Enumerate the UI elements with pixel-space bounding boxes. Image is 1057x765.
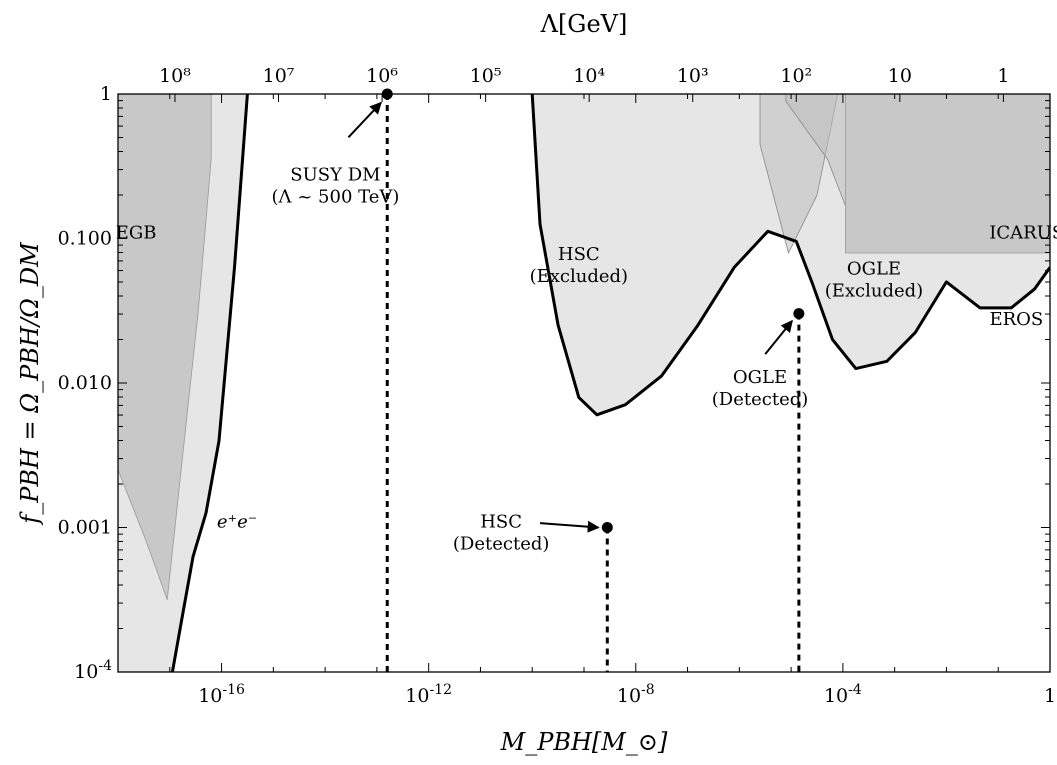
- y-tick-label: 0.001: [58, 517, 112, 539]
- bound-e-e-: [170, 94, 249, 672]
- x-tick-label: 10-16: [198, 682, 245, 707]
- top-tick-label: 1: [997, 65, 1009, 87]
- annotation-ogle-det: OGLE (Detected): [712, 367, 809, 410]
- annotation-ee: e⁺e⁻: [217, 512, 257, 533]
- annotation-susy: SUSY DM (Λ ~ 500 TeV): [272, 165, 400, 208]
- bound-hsc-excluded-: [530, 94, 1050, 417]
- annotation-hsc-det: HSC (Detected): [453, 512, 550, 555]
- point-hsc-detected-: [601, 522, 613, 533]
- top-tick-label: 10⁶: [366, 65, 398, 87]
- x-tick-label: 10-4: [824, 682, 862, 707]
- annotation-icarus: ICARUS: [989, 223, 1057, 244]
- arrow-ogle: [764, 319, 793, 355]
- annotation-ogle-excl: OGLE (Excluded): [825, 259, 923, 302]
- annotation-hsc-excl: HSC (Excluded): [530, 244, 628, 287]
- x-axis-label: M_PBH[M_⊙]: [500, 728, 668, 756]
- region-icarus: [845, 94, 1050, 254]
- annotation-eros: EROS: [989, 309, 1043, 330]
- annotation-egb: EGB: [116, 223, 157, 244]
- y-tick-label: 1: [100, 83, 112, 105]
- x-tick-label: 1: [1044, 685, 1056, 707]
- constraint-regions: [118, 94, 1050, 672]
- top-tick-label: 10⁸: [159, 65, 191, 87]
- top-tick-label: 10: [888, 65, 912, 87]
- y-axis-label: f_PBH = Ω_PBH/Ω_DM: [16, 241, 44, 526]
- top-tick-label: 10⁴: [573, 65, 605, 87]
- y-tick-label: 0.010: [58, 372, 112, 394]
- point-ogle-detected-: [793, 308, 805, 320]
- top-tick-label: 10³: [677, 65, 709, 87]
- top-axis-label: Λ[GeV]: [540, 10, 628, 38]
- top-tick-label: 10⁵: [470, 65, 502, 87]
- y-tick-label: 0.100: [58, 228, 112, 250]
- x-tick-label: 10-12: [405, 682, 452, 707]
- y-tick-label: 10-4: [74, 658, 112, 683]
- top-tick-label: 10⁷: [263, 65, 295, 87]
- annotations: EGB e⁺e⁻ SUSY DM (Λ ~ 500 TeV) HSC (Excluded)…: [116, 165, 1057, 555]
- ticks: 10-16 10-12 10-8 10-4 1 1 0.100 0.010 0.001 10-4 1…: [58, 65, 1056, 707]
- region-egb: [118, 94, 212, 600]
- point-guides: [347, 94, 801, 672]
- arrow-hsc: [539, 520, 600, 533]
- arrow-susy: [347, 101, 382, 139]
- top-tick-label: 10²: [780, 65, 812, 87]
- x-tick-label: 10-8: [617, 682, 655, 707]
